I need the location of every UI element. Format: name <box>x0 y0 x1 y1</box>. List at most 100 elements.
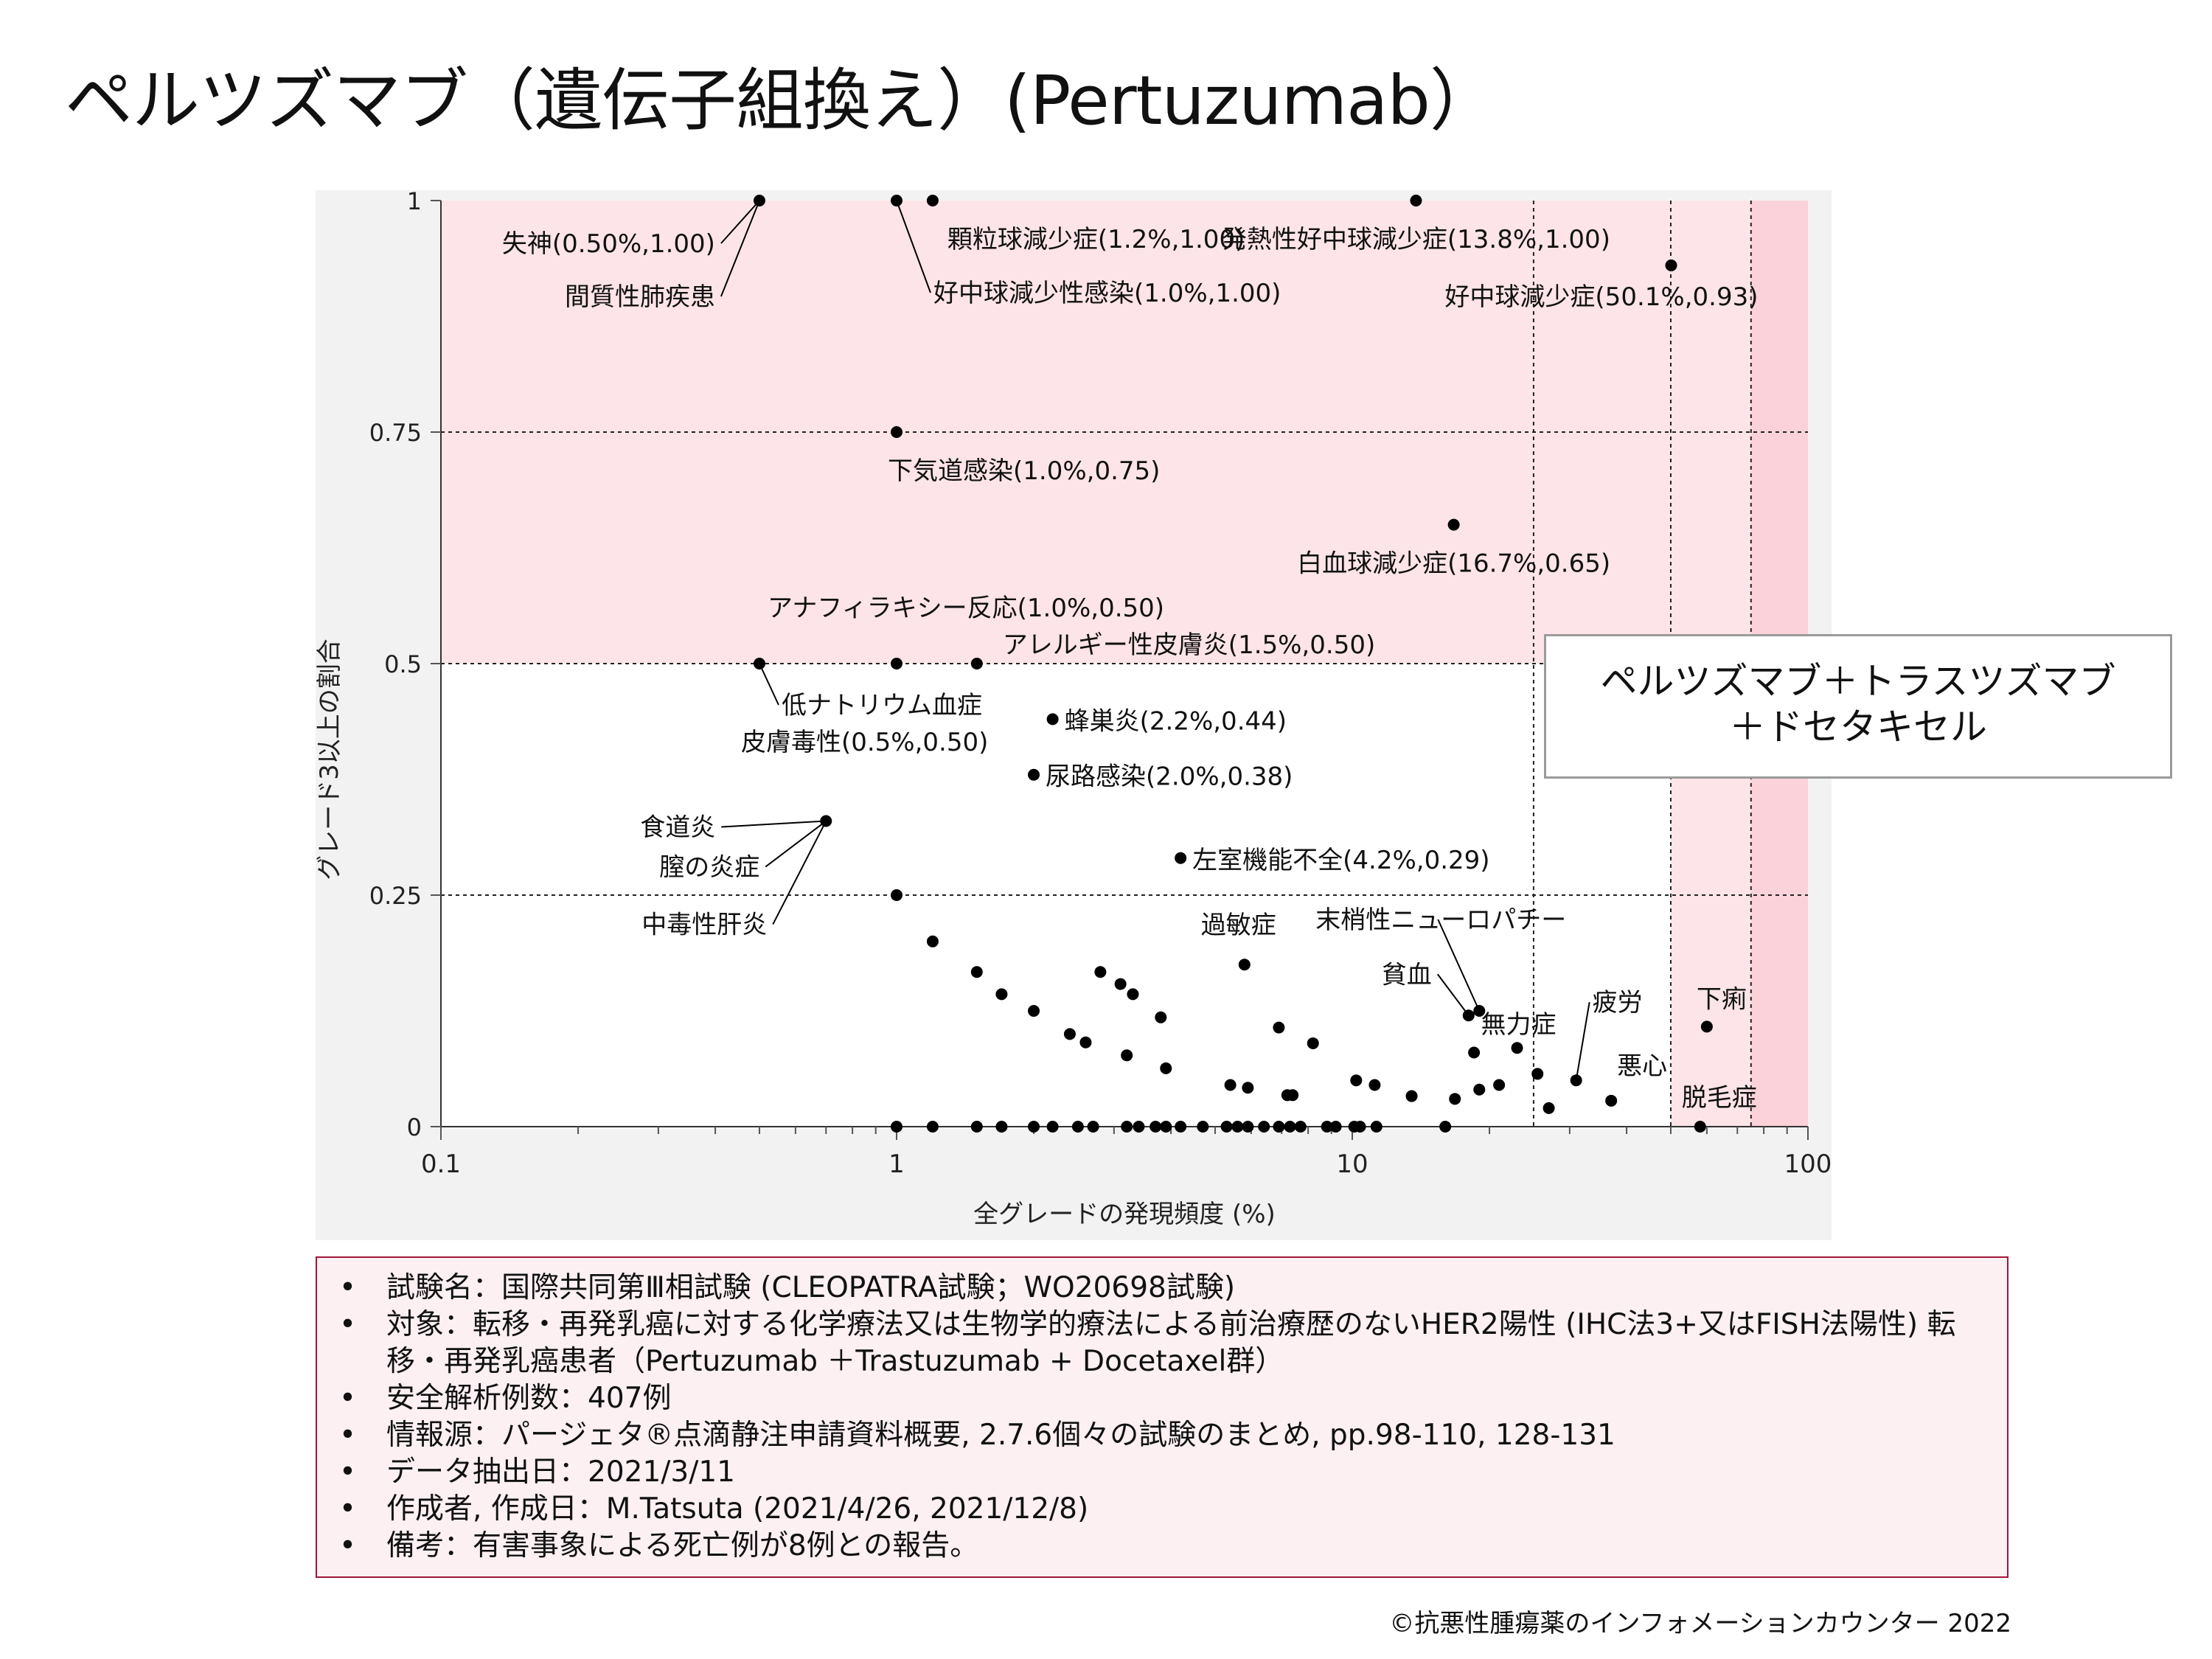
data-point <box>1231 1121 1244 1133</box>
data-point <box>1273 1021 1285 1034</box>
data-point <box>1511 1042 1523 1054</box>
scatter-chart: 0.1 1 10 100 0 0.25 0.5 0.75 1 全グレードの発現頻度 (%) グレード… <box>315 187 1832 1240</box>
info-source: 情報源：パージェタ®点滴静注申請資料概要, 2.7.6個々の試験のまとめ, pp… <box>332 1417 1986 1454</box>
leader-line <box>759 663 779 706</box>
data-point <box>891 889 902 901</box>
data-point <box>970 658 983 669</box>
y-tick-label: 0.25 <box>369 882 422 910</box>
point-label: 蜂巣炎(2.2%,0.44) <box>1065 706 1287 736</box>
leader-line <box>721 820 827 828</box>
data-point <box>753 658 765 669</box>
y-axis-title: グレード3以上の割合 <box>315 639 344 880</box>
data-point <box>1473 1005 1486 1017</box>
data-point <box>1605 1094 1618 1107</box>
data-point <box>926 1121 939 1133</box>
data-point <box>1473 1083 1486 1096</box>
chart-legend: ペルツズマブ＋トラスツズマブ ＋ドセタキセル <box>1544 634 2172 779</box>
data-point <box>1028 1005 1040 1017</box>
point-label: 好中球減少症(50.1%,0.93) <box>1444 282 1758 312</box>
page-title: ペルツズマブ（遺伝子組換え）(Pertuzumab） <box>65 61 1498 140</box>
point-label: 間質性肺疾患 <box>565 282 715 312</box>
y-tick-label: 0.5 <box>384 650 422 678</box>
data-point <box>1405 1090 1418 1102</box>
data-point <box>1063 1028 1076 1040</box>
leader-line <box>1575 1002 1590 1081</box>
data-point <box>1160 1062 1172 1074</box>
data-point <box>1079 1036 1092 1048</box>
data-point <box>1447 518 1460 531</box>
data-point <box>1133 1121 1145 1133</box>
data-point <box>1370 1121 1382 1133</box>
data-point <box>995 988 1008 1001</box>
legend-line-1: ペルツズマブ＋トラスツズマブ <box>1600 660 2116 703</box>
data-point <box>1439 1121 1452 1133</box>
data-point <box>1046 1121 1059 1133</box>
point-label: 顆粒球減少症(1.2%,1.00) <box>947 225 1245 254</box>
data-point <box>1160 1121 1172 1133</box>
point-label: 低ナトリウム血症 <box>782 691 982 720</box>
data-point <box>926 935 939 947</box>
data-point <box>1410 195 1422 206</box>
info-author: 作成者, 作成日：M.Tatsuta (2021/4/26, 2021/12/8… <box>332 1491 1986 1528</box>
data-point <box>1127 988 1139 1001</box>
point-label: 左室機能不全(4.2%,0.29) <box>1192 846 1489 875</box>
data-point <box>1354 1121 1366 1133</box>
data-point <box>891 195 902 206</box>
point-label: アレルギー性皮膚炎(1.5%,0.50) <box>1003 630 1375 660</box>
point-label: 脱毛症 <box>1682 1083 1757 1113</box>
point-label: 好中球減少性感染(1.0%,1.00) <box>933 279 1281 308</box>
x-tick-label: 0.1 <box>421 1150 461 1179</box>
point-label: 無力症 <box>1481 1010 1557 1040</box>
point-label: 下気道感染(1.0%,0.75) <box>888 456 1160 486</box>
info-study-name: 試験名：国際共同第Ⅲ相試験 (CLEOPATRA試験；WO20698試験) <box>332 1270 1986 1307</box>
leader-line <box>1437 919 1481 1012</box>
point-label: 皮膚毒性(0.5%,0.50) <box>741 728 988 757</box>
point-label: 尿路感染(2.0%,0.38) <box>1046 762 1293 792</box>
data-point <box>1284 1121 1296 1133</box>
data-point <box>1238 959 1251 971</box>
data-point <box>1094 966 1107 978</box>
data-point <box>891 1121 902 1133</box>
data-point <box>753 195 765 206</box>
data-point <box>1570 1074 1582 1087</box>
point-label: アナフィラキシー反応(1.0%,0.50) <box>768 594 1164 623</box>
point-label: 悪心 <box>1617 1051 1667 1081</box>
data-point <box>1175 1121 1187 1133</box>
data-point <box>1220 1121 1233 1133</box>
data-point <box>1700 1020 1713 1033</box>
leader-line <box>772 821 827 925</box>
point-label: 膣の炎症 <box>659 853 759 883</box>
data-point <box>1329 1121 1342 1133</box>
x-axis-title: 全グレードの発現頻度 (%) <box>973 1200 1276 1229</box>
data-point <box>1224 1079 1237 1091</box>
data-point <box>1307 1037 1319 1049</box>
point-label: 下痢 <box>1697 984 1747 1014</box>
point-label: 食道炎 <box>640 813 715 843</box>
data-point <box>1493 1079 1506 1091</box>
point-label: 貧血 <box>1382 960 1432 990</box>
data-point <box>1543 1102 1555 1114</box>
data-point <box>1665 259 1677 271</box>
info-extraction-date: データ抽出日：2021/3/11 <box>332 1454 1986 1491</box>
info-remarks: 備考：有害事象による死亡例が8例との報告。 <box>332 1528 1986 1565</box>
data-point <box>1531 1068 1544 1080</box>
y-tick-label: 0 <box>407 1113 422 1141</box>
data-point <box>1258 1121 1270 1133</box>
data-point <box>820 815 832 827</box>
data-point <box>1368 1079 1381 1091</box>
data-point <box>1287 1089 1299 1102</box>
data-point <box>1294 1121 1307 1133</box>
info-safety-count: 安全解析例数：407例 <box>332 1380 1986 1417</box>
leader-line <box>1436 973 1470 1016</box>
data-point <box>1087 1121 1099 1133</box>
data-point <box>891 426 902 438</box>
data-point <box>891 658 902 669</box>
point-label: 失神(0.50%,1.00) <box>502 229 715 259</box>
leader-line <box>720 200 760 297</box>
leader-line <box>720 200 760 244</box>
data-point <box>970 966 983 978</box>
data-point <box>1071 1121 1084 1133</box>
data-point <box>1321 1121 1333 1133</box>
data-point <box>1150 1121 1162 1133</box>
x-tick-label: 10 <box>1336 1150 1368 1179</box>
